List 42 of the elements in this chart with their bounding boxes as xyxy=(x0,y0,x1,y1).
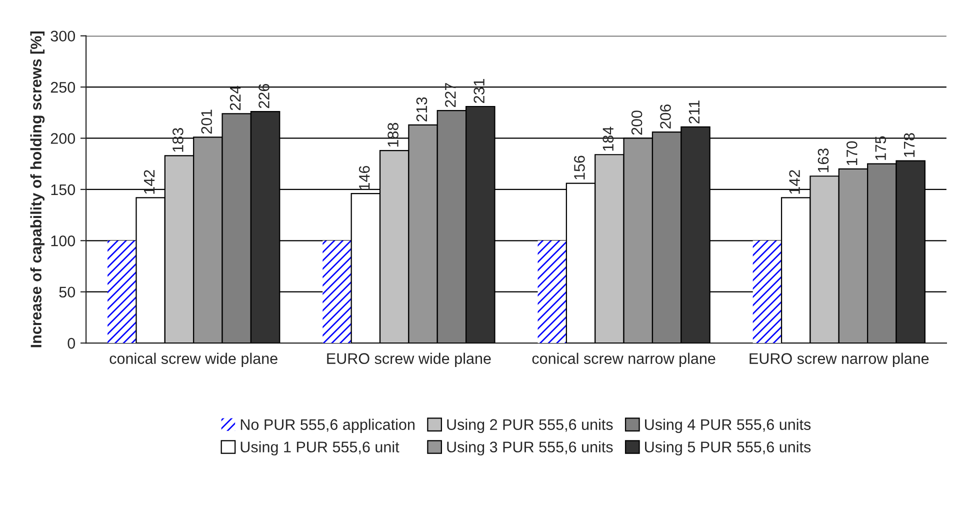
bar xyxy=(322,240,352,344)
y-tick-label: 250 xyxy=(50,82,76,93)
legend-label: Using 1 PUR 555,6 unit xyxy=(240,441,400,456)
data-label: 146 xyxy=(358,166,370,190)
y-tick-label: 200 xyxy=(50,133,76,144)
bar xyxy=(108,240,136,344)
data-label: 184 xyxy=(602,126,614,151)
data-label: 206 xyxy=(660,104,671,129)
x-tick-label: conical screw narrow plane xyxy=(532,352,716,368)
legend-label: No PUR 555,6 application xyxy=(240,418,414,434)
y-tick-label: 150 xyxy=(51,184,76,196)
legend-label: Using 2 PUR 555,6 units xyxy=(447,418,613,434)
data-label: 156 xyxy=(574,156,585,180)
data-label: 170 xyxy=(846,141,858,166)
legend-label: Using 4 PUR 555,6 units xyxy=(645,418,811,434)
data-label: 200 xyxy=(631,110,642,135)
data-label: 142 xyxy=(144,170,155,194)
x-tick-label: EURO screw narrow plane xyxy=(750,352,929,368)
data-label: 201 xyxy=(201,110,212,134)
data-label: 226 xyxy=(258,84,270,108)
data-label: 231 xyxy=(474,78,484,103)
legend-label: Using 5 PUR 555,6 units xyxy=(645,441,811,456)
y-tick-label: 50 xyxy=(59,286,76,298)
y-axis-title: Increase of capability of holding screws [%] xyxy=(30,32,45,348)
y-tick-label: 300 xyxy=(50,30,76,42)
data-label: 178 xyxy=(904,133,915,157)
data-label: 224 xyxy=(230,86,241,110)
x-tick-label: conical screw wide plane xyxy=(110,352,278,368)
y-tick-label: 0 xyxy=(68,338,76,349)
data-label: 183 xyxy=(172,128,184,152)
y-tick-label: 100 xyxy=(51,236,76,246)
legend-label: Using 3 PUR 555,6 units xyxy=(447,441,613,456)
bar xyxy=(752,240,782,344)
bar xyxy=(538,240,566,344)
data-label: 142 xyxy=(789,170,800,194)
x-tick-label: EURO screw wide plane xyxy=(327,352,491,368)
data-label: 227 xyxy=(444,83,456,108)
data-label: 211 xyxy=(688,100,700,124)
data-label: 188 xyxy=(388,122,398,147)
data-label: 213 xyxy=(416,97,428,122)
data-label: 163 xyxy=(818,148,829,172)
data-label: 175 xyxy=(875,136,886,160)
